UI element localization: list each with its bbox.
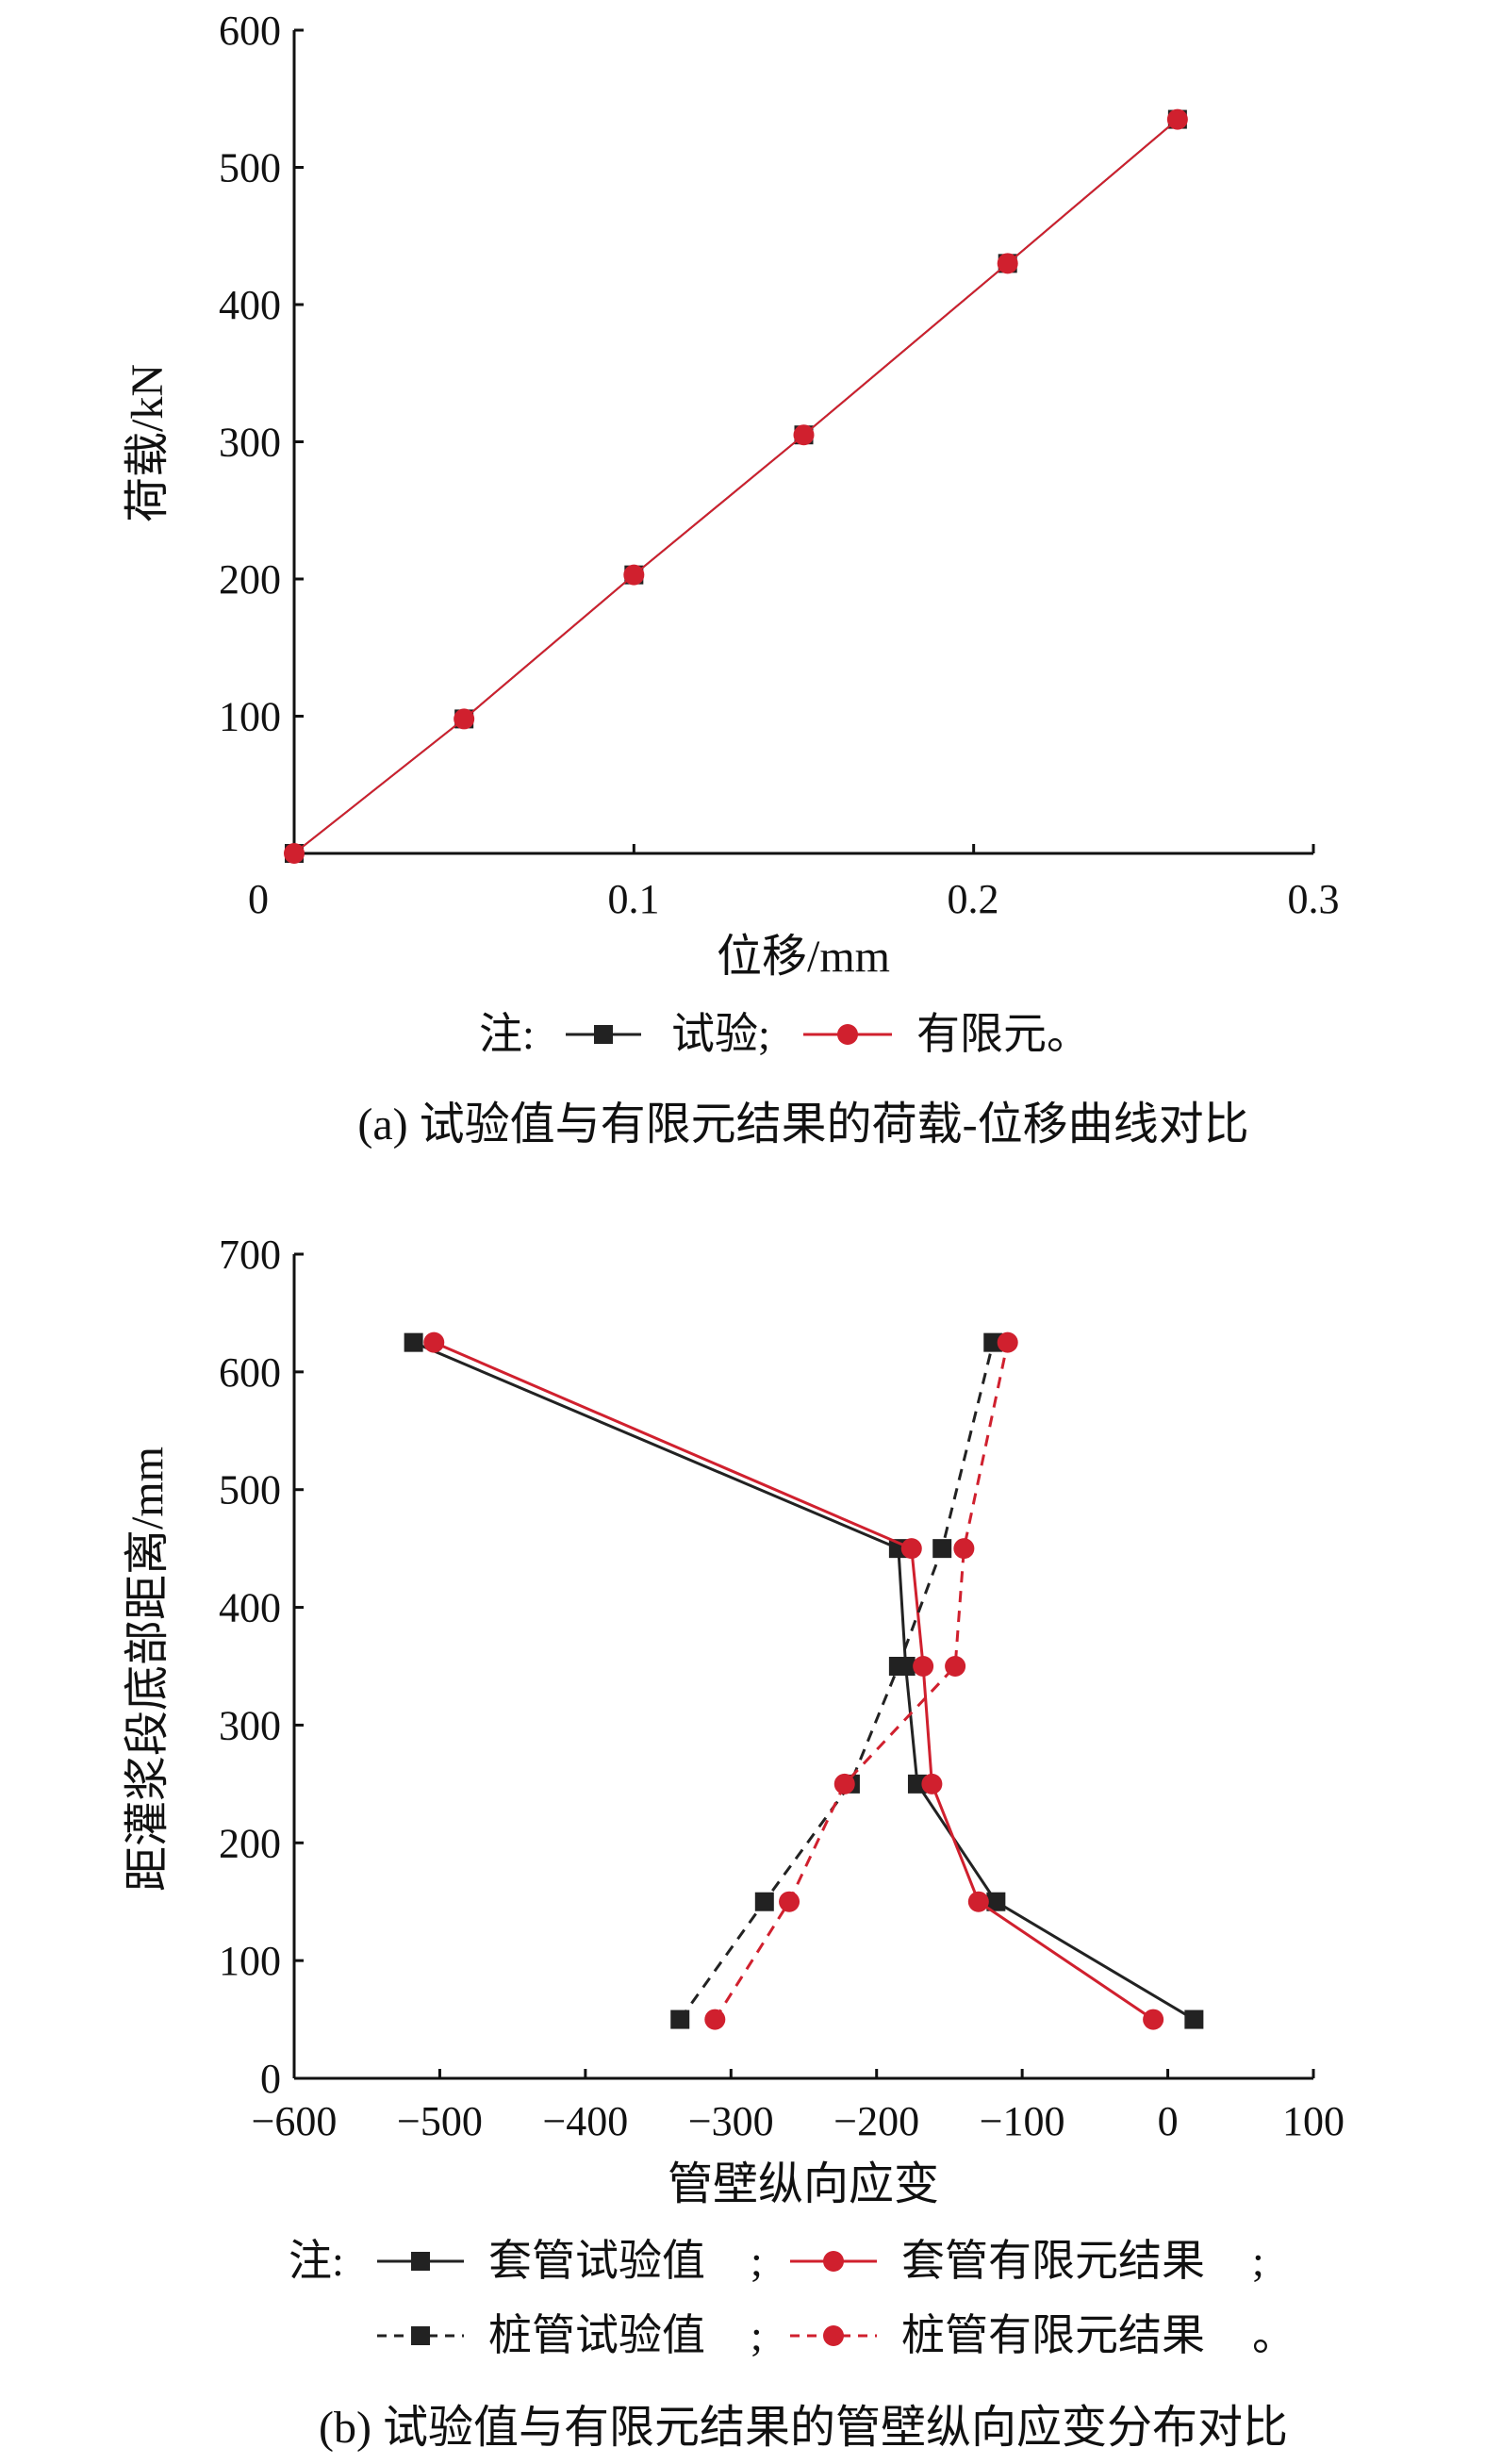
series-line	[293, 118, 1179, 854]
data-point-circle	[779, 1891, 800, 1912]
series-line	[413, 1341, 1196, 2021]
y-tick-label: 400	[219, 282, 281, 328]
y-tick-label: 100	[219, 1938, 281, 1984]
chart-a: 100 200 300 400 500 600 0 0.1 0.2 0.3 位移/mm 荷…	[123, 8, 1340, 1149]
data-point-circle	[997, 253, 1018, 274]
data-point-circle	[454, 708, 475, 730]
data-point-circle	[1143, 2009, 1164, 2030]
x-tick-label: 0	[1158, 2098, 1179, 2144]
chart-b-legend-marker-pile-test	[411, 2326, 430, 2345]
chart-a-xlabel: 位移/mm	[717, 932, 890, 982]
y-tick-label: 700	[219, 1232, 281, 1278]
x-tick-label: −200	[833, 2098, 919, 2144]
data-point-square	[404, 1332, 423, 1352]
chart-b-legend-sep-3: ;	[751, 2311, 763, 2359]
chart-a-series	[284, 108, 1188, 864]
data-point-circle	[623, 564, 645, 586]
chart-b-legend-casing-test-label: 套管试验值	[488, 2237, 705, 2285]
chart-a-caption: (a) 试验值与有限元结果的荷载-位移曲线对比	[357, 1100, 1248, 1149]
x-tick-label: −300	[688, 2098, 774, 2144]
chart-b-legend-pile-test-label: 桩管试验值	[488, 2311, 705, 2359]
data-point-circle	[833, 1773, 855, 1794]
data-point-circle	[704, 2009, 726, 2030]
series-line	[293, 118, 1179, 854]
data-point-circle	[945, 1656, 966, 1677]
data-point-circle	[423, 1331, 445, 1353]
data-point-circle	[967, 1891, 989, 1912]
series-line	[714, 1342, 1010, 2021]
chart-a-legend-prefix: 注:	[479, 1010, 535, 1058]
x-tick-label: −500	[397, 2098, 483, 2144]
data-point-circle	[284, 843, 305, 864]
y-tick-label: 600	[219, 8, 281, 54]
y-tick-label: 300	[219, 1702, 281, 1748]
x-tick-label: −100	[980, 2098, 1065, 2144]
chart-a-x-tick-0.2: 0.2	[948, 876, 999, 922]
chart-a-legend: 注: 试验 ; 有限元 。	[479, 1010, 1090, 1058]
chart-a-x-tick-0.3: 0.3	[1288, 876, 1340, 922]
chart-b-legend-sep-1: ;	[751, 2237, 763, 2285]
data-point-circle	[913, 1656, 934, 1677]
chart-a-legend-test-label: 试验	[671, 1010, 758, 1058]
y-tick-label: 0	[260, 2056, 281, 2102]
x-tick-label: 100	[1282, 2098, 1345, 2144]
chart-b-legend-marker-pile-fem	[823, 2325, 844, 2346]
chart-b-ylabel: 距灌浆段底部距离/mm	[123, 1447, 173, 1892]
chart-a-legend-marker-test	[594, 1025, 613, 1044]
data-point-circle	[900, 1538, 922, 1560]
x-tick-label: −400	[542, 2098, 628, 2144]
y-tick-label: 300	[219, 420, 281, 466]
data-point-square	[888, 1657, 908, 1676]
data-point-circle	[921, 1773, 943, 1794]
chart-a-ylabel: 荷载/kN	[123, 364, 173, 522]
data-point-circle	[1166, 108, 1188, 130]
chart-a-legend-sep: ;	[758, 1010, 770, 1058]
y-tick-label: 200	[219, 556, 281, 603]
data-point-square	[907, 1774, 927, 1794]
chart-a-x-zero: 0	[248, 876, 269, 922]
chart-a-legend-marker-fem	[837, 1024, 858, 1045]
data-point-circle	[953, 1538, 975, 1560]
y-tick-label: 200	[219, 1820, 281, 1866]
data-point-circle	[793, 424, 815, 446]
data-point-square	[932, 1539, 952, 1559]
chart-b-legend-marker-casing-test	[411, 2252, 430, 2271]
y-tick-label: 600	[219, 1349, 281, 1396]
data-point-square	[986, 1892, 1006, 1911]
series-line	[679, 1342, 995, 2021]
chart-b-legend-sep-2: ;	[1252, 2237, 1264, 2285]
chart-b-legend-pile-fem-label: 桩管有限元结果	[901, 2311, 1205, 2359]
x-tick-label: −600	[252, 2098, 338, 2144]
chart-a-legend-end: 。	[1047, 1010, 1090, 1058]
series-line	[433, 1341, 1154, 2021]
chart-b-legend-prefix: 注:	[289, 2237, 344, 2285]
y-tick-label: 500	[219, 145, 281, 191]
chart-b-legend-marker-casing-fem	[823, 2251, 844, 2272]
chart-a-x-tick-0.1: 0.1	[608, 876, 660, 922]
data-point-square	[1184, 2009, 1204, 2029]
chart-b-xlabel: 管壁纵向应变	[668, 2159, 939, 2209]
chart-b-legend-end: 。	[1252, 2311, 1295, 2359]
chart-b-ticks: 0 100 200 300 400 500 600 700 −600 −500 −400 −300 −2…	[219, 1232, 1345, 2144]
chart-b-series	[404, 1331, 1204, 2030]
chart-a-legend-fem-label: 有限元	[916, 1010, 1047, 1058]
chart-a-ticks: 100 200 300 400 500 600	[219, 8, 1315, 853]
chart-b-legend-casing-fem-label: 套管有限元结果	[901, 2237, 1205, 2285]
y-tick-label: 400	[219, 1585, 281, 1631]
data-point-square	[670, 2009, 690, 2029]
chart-b: 0 100 200 300 400 500 600 700 −600 −500 −400 −300 −2…	[123, 1232, 1345, 2453]
data-point-square	[983, 1332, 1003, 1352]
y-tick-label: 100	[219, 694, 281, 740]
chart-b-legend: 注: 套管试验值 ; 套管有限元结果 ; 桩管试验值 ; 桩管有限元结果 。	[289, 2237, 1295, 2359]
data-point-square	[754, 1892, 774, 1911]
data-point-circle	[997, 1331, 1018, 1353]
y-tick-label: 500	[219, 1467, 281, 1513]
chart-b-caption: (b) 试验值与有限元结果的管壁纵向应变分布对比	[319, 2403, 1288, 2453]
